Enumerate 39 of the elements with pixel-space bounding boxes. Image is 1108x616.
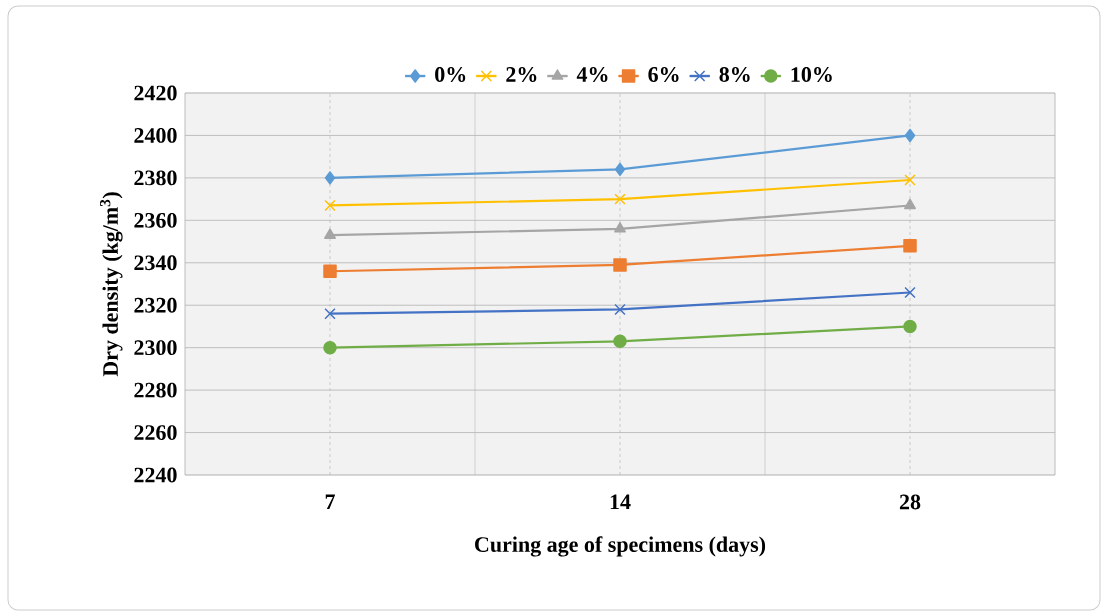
legend-label: 0% [435,67,466,82]
point [614,303,626,316]
y-tick-label: 2340 [134,255,177,271]
point [614,193,626,205]
point [904,128,916,143]
y-tick-label: 2300 [134,340,177,356]
y-tick-label: 2400 [134,128,177,143]
legend-label: 4% [576,67,608,82]
x-tick-label: 28 [899,494,921,510]
point [324,308,336,320]
y-tick-label: 2260 [134,425,177,440]
point [903,239,917,253]
point [614,222,626,233]
legend-label: 8% [719,67,750,82]
x-axis-title: Curing age of specimens (days) [475,536,766,557]
y-tick-label: 2360 [134,212,177,228]
point [614,162,626,177]
x-tick-label: 7 [325,494,335,509]
point [904,286,916,299]
point [324,228,336,239]
point [904,198,916,210]
legend-label: 2% [506,67,537,82]
y-tick-label: 2240 [134,467,177,483]
legend-label: 6% [648,67,679,82]
x-tick-label: 14 [610,494,631,510]
point [323,264,337,279]
point [323,340,337,355]
y-tick-label: 2420 [134,85,177,101]
point [613,334,627,349]
y-tick-label: 2280 [134,382,177,398]
legend-label: 10% [791,67,832,82]
point [324,171,336,185]
y-tick-label: 2320 [134,297,177,313]
point [903,319,917,334]
y-tick-label: 2380 [134,170,177,186]
point [904,174,916,186]
y-axis-title: Dry density (kg/m$^{3}$) [100,192,123,377]
point [324,199,336,212]
point [613,258,627,272]
